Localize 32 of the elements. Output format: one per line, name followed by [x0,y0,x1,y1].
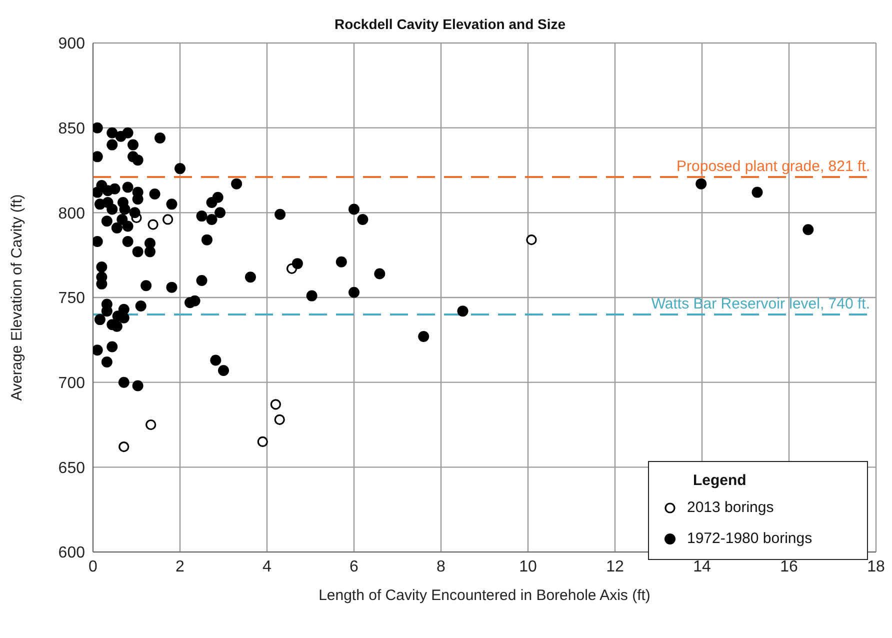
x-tick-label: 0 [88,558,98,576]
ref-line-label: Proposed plant grade, 821 ft. [676,158,870,176]
y-tick-label: 700 [58,375,86,392]
point [148,219,158,230]
x-tick-label: 6 [350,558,359,576]
y-tick-label: 900 [58,36,86,53]
x-tick-label: 4 [262,558,272,576]
chart-title: Rockdell Cavity Elevation and Size [333,16,567,32]
point [257,436,268,448]
y-tick-label: 600 [58,544,86,562]
y-axis-title: Average Elevation of Cavity (ft) [8,194,26,401]
x-tick-label: 10 [519,558,537,576]
x-tick-label: 16 [780,558,798,576]
point [118,442,130,452]
x-tick-label: 18 [867,558,885,576]
y-tick-label: 850 [58,120,86,138]
x-tick-label: 8 [436,558,446,576]
y-tick-label: 750 [58,290,86,308]
point [274,414,285,425]
x-tick-label: 14 [693,558,711,576]
point [526,234,537,246]
x-tick-label: 2 [176,558,185,576]
x-tick-label: 12 [606,558,624,576]
point [146,419,156,430]
y-tick-label: 800 [58,205,86,222]
legend-label: 1972-1980 borings [687,530,812,547]
point [162,214,174,225]
point [270,399,281,410]
legend-label: 2013 borings [687,499,774,516]
legend-title: Legend [693,472,748,489]
x-axis-title: Length of Cavity Encountered in Borehole Axis (ft) [318,587,650,604]
y-tick-label: 650 [58,460,86,477]
